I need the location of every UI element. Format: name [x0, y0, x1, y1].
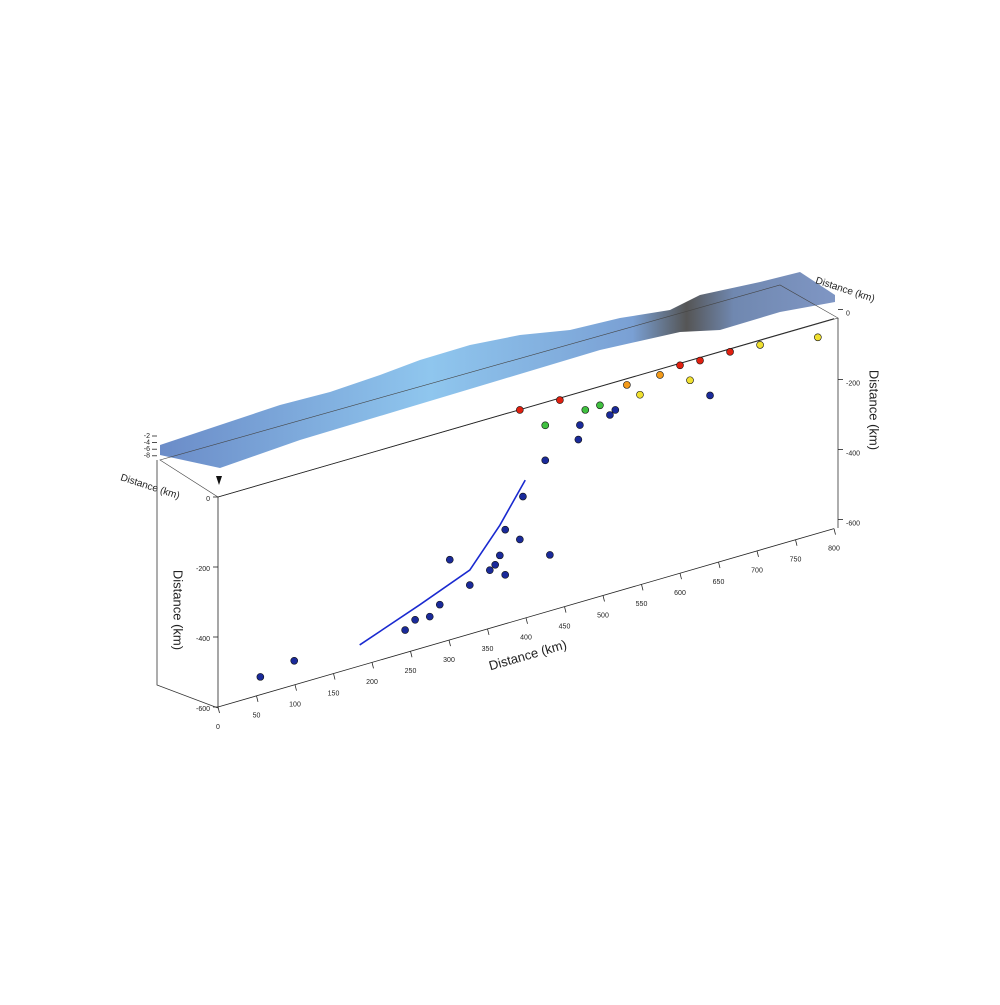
earthquake [574, 435, 583, 444]
x-tick-label: 400 [520, 635, 532, 642]
earthquake [606, 411, 614, 419]
earthquake [516, 535, 524, 544]
y2-axis-label: Distance (km) [867, 370, 882, 450]
x-tick [410, 651, 413, 658]
earthquake [623, 381, 631, 389]
x-tick-label: 150 [328, 690, 340, 697]
x-tick-label: 50 [253, 713, 261, 720]
earthquake [676, 361, 684, 370]
y-tick-label: -600 [196, 706, 210, 713]
x-tick-label: 750 [790, 557, 802, 564]
y2-tick-label: -600 [846, 520, 860, 527]
z-tick-label: -2 [144, 433, 150, 440]
x-tick [679, 573, 682, 580]
earthquake [519, 492, 527, 501]
earthquake [501, 525, 510, 534]
earthquake [465, 581, 474, 589]
x-tick [756, 550, 759, 557]
earthquake [501, 571, 510, 579]
x-tick-label: 0 [216, 724, 220, 731]
x-tick [333, 673, 336, 680]
x-tick-label: 100 [289, 702, 301, 709]
x-tick [371, 662, 374, 669]
x-tick-label: 450 [559, 623, 571, 630]
x-tick [525, 617, 528, 624]
y-tick-label: -400 [196, 636, 210, 643]
earthquake [411, 616, 419, 624]
earthquake [486, 566, 494, 574]
earthquake [516, 406, 524, 414]
earthquake [656, 371, 664, 379]
x-tick-label: 500 [597, 612, 609, 619]
z-tick-label: -4 [144, 439, 150, 446]
back-box [156, 460, 219, 709]
earthquake [576, 421, 584, 429]
earthquake [814, 333, 822, 342]
marker [216, 476, 222, 485]
x-tick [795, 539, 798, 546]
earthquake [611, 406, 620, 414]
earthquake [491, 560, 500, 569]
earthquake [541, 456, 550, 465]
earthquake [445, 555, 454, 564]
earthquake [496, 551, 504, 560]
x-tick-label: 200 [366, 679, 378, 686]
earthquake [706, 391, 714, 400]
x-tick [487, 628, 490, 636]
earthquake [290, 656, 299, 665]
x-tick [564, 606, 567, 613]
earthquake [686, 376, 694, 385]
y-tick-label: 0 [206, 496, 210, 503]
earthquake [425, 612, 434, 621]
earthquake [696, 356, 704, 365]
earthquake [636, 390, 644, 399]
x-tick-label: 550 [636, 601, 648, 608]
x-tick-label: 300 [443, 657, 455, 664]
x-tick [217, 706, 220, 714]
x-tick-label: 600 [674, 590, 686, 597]
x-tick-label: 650 [713, 579, 725, 586]
earthquake [581, 406, 590, 414]
back-left-label: Distance (km) [119, 472, 181, 502]
x-tick [294, 684, 297, 691]
x-tick [602, 595, 605, 602]
x-axis-label: Distance (km) [487, 637, 568, 674]
x-tick [641, 584, 644, 591]
y2-tick-label: 0 [846, 310, 850, 317]
x-tick [256, 695, 259, 702]
x-tick [833, 528, 836, 535]
topography-surface [160, 272, 835, 468]
earthquake [556, 396, 564, 404]
y2-tick-label: -400 [846, 450, 860, 457]
x-tick-label: 350 [482, 646, 494, 653]
earthquake [256, 673, 265, 681]
x-tick-label: 250 [405, 668, 417, 675]
earthquake [401, 626, 409, 634]
x-tick [448, 640, 451, 647]
earthquake [726, 348, 734, 356]
y-tick-label: -200 [196, 566, 210, 573]
earthquake [756, 341, 764, 349]
x-tick-label: 700 [751, 568, 763, 575]
earthquake [435, 600, 444, 609]
x-tick-label: 800 [828, 545, 840, 552]
y-axis-label: Distance (km) [171, 570, 186, 650]
earthquake [596, 401, 604, 410]
z-tick-label: -6 [144, 446, 150, 453]
y2-tick-label: -200 [846, 380, 860, 387]
slab-curve [359, 479, 526, 646]
z-tick-label: -8 [144, 453, 150, 460]
x-tick [718, 561, 721, 569]
earthquake [541, 421, 550, 430]
earthquake [546, 551, 554, 559]
